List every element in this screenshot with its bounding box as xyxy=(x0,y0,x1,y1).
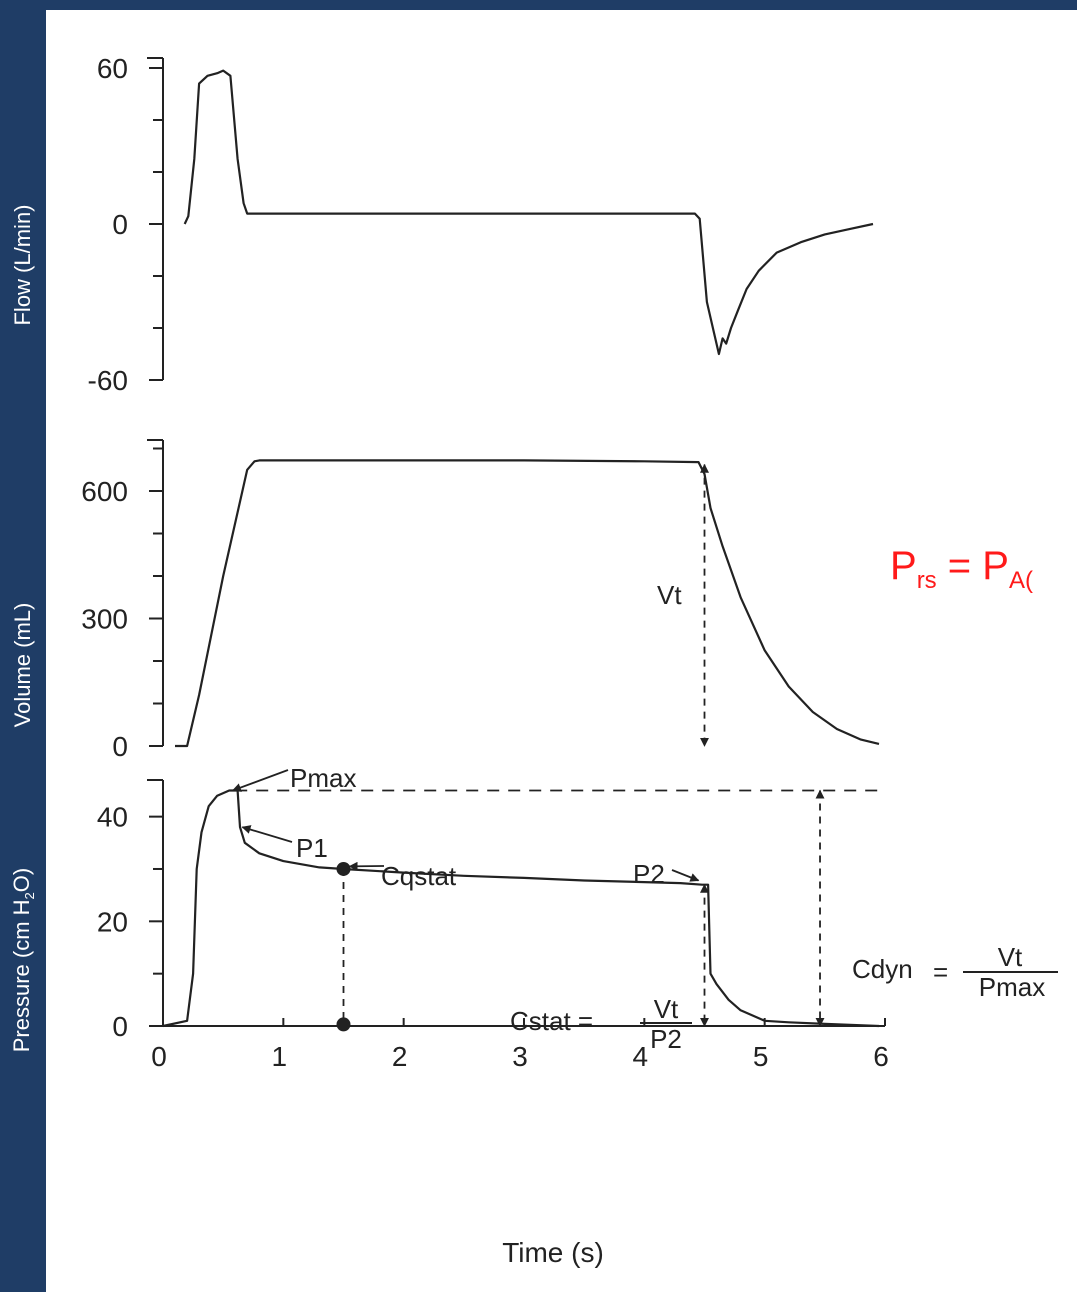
pmax-label: Pmax xyxy=(290,763,356,793)
volume-y-tick-label: 300 xyxy=(81,604,128,635)
cstat-denominator: P2 xyxy=(650,1024,682,1054)
pressure-series-line xyxy=(162,789,880,1028)
flow-series-line xyxy=(183,69,874,356)
p1-label: P1 xyxy=(296,833,328,863)
cdyn-equals: = xyxy=(933,957,948,987)
time-tick-label: 5 xyxy=(753,1041,769,1072)
volume-series-line xyxy=(175,459,880,748)
pmax-pointer xyxy=(231,769,289,792)
cqstat-upper-dot xyxy=(336,861,351,876)
vt-label: Vt xyxy=(657,580,682,610)
pressure-y-tick-label: 20 xyxy=(97,906,128,937)
time-tick-label: 0 xyxy=(151,1041,167,1072)
cqstat-label: Cqstat xyxy=(381,861,457,891)
p1-pointer xyxy=(241,825,293,843)
flow-y-tick-label: 60 xyxy=(97,53,128,84)
cstat-lhs: Cstat = xyxy=(510,1006,593,1036)
cdyn-numerator: Vt xyxy=(998,942,1023,972)
volume-y-tick-label: 0 xyxy=(112,731,128,762)
prs-formula: Prs = PA( xyxy=(890,544,1033,594)
cdyn-lhs: Cdyn xyxy=(852,954,913,984)
pressure-y-tick-label: 40 xyxy=(97,802,128,833)
frame-top-bar xyxy=(0,0,1077,10)
cdyn-denominator: Pmax xyxy=(979,972,1045,1002)
cstat-numerator: Vt xyxy=(654,994,679,1024)
volume-y-tick-label: 600 xyxy=(81,476,128,507)
time-tick-label: 1 xyxy=(272,1041,288,1072)
flow-y-tick-label: 0 xyxy=(112,209,128,240)
time-tick-label: 6 xyxy=(873,1041,889,1072)
time-tick-label: 3 xyxy=(512,1041,528,1072)
p2-pointer xyxy=(671,869,700,882)
time-axis-label: Time (s) xyxy=(502,1237,604,1268)
time-tick-label: 4 xyxy=(633,1041,649,1072)
p2-label: P2 xyxy=(633,859,665,889)
frame-left-bar xyxy=(0,0,46,1292)
flow-y-tick-label: -60 xyxy=(88,365,128,396)
time-tick-label: 2 xyxy=(392,1041,408,1072)
pressure-y-tick-label: 0 xyxy=(112,1011,128,1042)
cqstat-lower-dot xyxy=(336,1017,351,1032)
